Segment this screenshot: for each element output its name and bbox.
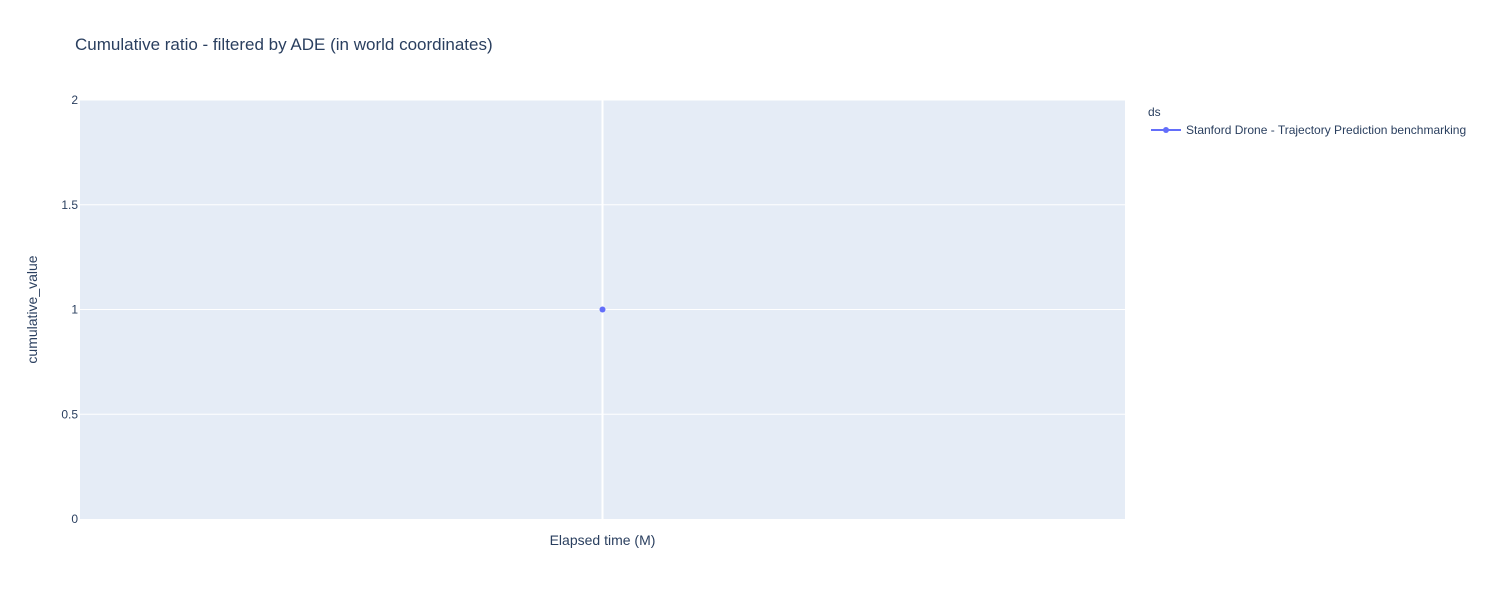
legend: ds Stanford Drone - Trajectory Predictio… — [1148, 105, 1466, 137]
y-axis-title: cumulative_value — [24, 255, 40, 363]
legend-item[interactable]: Stanford Drone - Trajectory Prediction b… — [1151, 123, 1466, 137]
legend-title: ds — [1148, 105, 1161, 119]
legend-dot-marker — [1163, 127, 1169, 133]
chart-title: Cumulative ratio - filtered by ADE (in w… — [75, 35, 493, 54]
y-tick-label: 0 — [71, 512, 78, 526]
legend-label: Stanford Drone - Trajectory Prediction b… — [1186, 123, 1466, 137]
y-axis-ticks: 0 0.5 1 1.5 2 — [61, 93, 78, 526]
y-tick-label: 0.5 — [61, 407, 78, 421]
data-point — [599, 306, 606, 313]
series-layer — [599, 306, 606, 313]
y-tick-label: 1 — [71, 303, 78, 317]
legend-items: Stanford Drone - Trajectory Prediction b… — [1151, 123, 1466, 137]
x-axis-title: Elapsed time (M) — [550, 532, 656, 548]
y-tick-label: 2 — [71, 93, 78, 107]
y-tick-label: 1.5 — [61, 198, 78, 212]
